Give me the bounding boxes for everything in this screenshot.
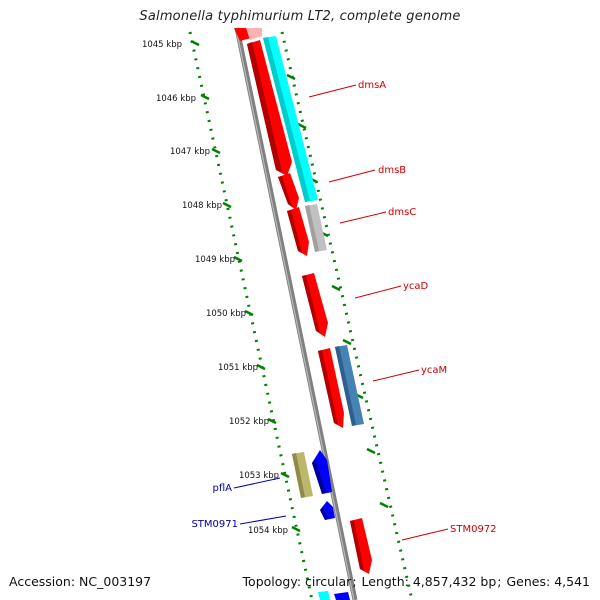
gene-labels: dmsA dmsB dmsC ycaD ycaM pflA STM0971 ST… — [191, 80, 496, 535]
length-value: 4,857,432 bp — [412, 574, 497, 589]
cds-ycaM-shade — [318, 350, 338, 425]
cds-pflA-shade — [312, 459, 326, 494]
kbp-tick — [256, 363, 266, 371]
leader-STM0971 — [239, 515, 287, 525]
accession-label: Accession: — [9, 574, 76, 589]
kbp-label: 1050 kbp — [206, 309, 246, 319]
cog-block-gray-edge — [305, 205, 319, 252]
kbp-label: 1052 kbp — [229, 417, 269, 427]
kbp-label: 1053 kbp — [239, 471, 279, 481]
outer-dotted-track — [280, 31, 414, 600]
cds-pflA — [312, 450, 332, 494]
gene-label-STM0972[interactable]: STM0972 — [450, 524, 497, 535]
kbp-tick — [190, 39, 200, 47]
kbp-label: 1048 kbp — [182, 201, 222, 211]
outer-tick — [366, 447, 376, 455]
leader-pflA — [233, 477, 281, 489]
kbp-tick — [280, 471, 290, 479]
kbp-tick-marks — [190, 39, 301, 533]
kbp-tick — [244, 309, 254, 317]
kbp-label: 1051 kbp — [218, 363, 258, 373]
cds-dmsA-shade — [247, 42, 282, 172]
genes-value: 4,541 — [554, 574, 590, 589]
cog-block-khaki-edge — [292, 453, 305, 498]
kbp-label: 1049 kbp — [195, 255, 235, 265]
cds-STM0972-shade — [350, 520, 364, 571]
outer-tick — [297, 122, 307, 130]
leader-dmsA — [308, 84, 357, 98]
outer-tick — [286, 73, 296, 81]
topology-value: circular — [305, 574, 352, 589]
leader-STM0972 — [401, 528, 449, 541]
kbp-labels: 1045 kbp 1046 kbp 1047 kbp 1048 kbp 1049… — [142, 40, 288, 536]
kbp-label: 1045 kbp — [142, 40, 182, 50]
leader-dmsC — [339, 211, 387, 224]
kbp-label: 1054 kbp — [248, 526, 288, 536]
gene-label-leaders — [233, 84, 449, 541]
map-title: Salmonella typhimurium LT2, complete gen… — [139, 9, 461, 24]
cds-dmsB-shade — [278, 176, 292, 207]
gene-label-pflA[interactable]: pflA — [213, 483, 233, 494]
gene-label-STM0971[interactable]: STM0971 — [191, 519, 238, 530]
leader-dmsB — [328, 169, 376, 183]
kbp-label: 1047 kbp — [170, 147, 210, 157]
cds-top-partial-pink — [246, 28, 262, 40]
cds-STM0971-shade — [320, 507, 328, 520]
gene-label-ycaD[interactable]: ycaD — [403, 281, 429, 292]
gene-label-dmsB[interactable]: dmsB — [378, 165, 406, 176]
cds-dmsC-shade — [287, 210, 302, 253]
gene-label-dmsA[interactable]: dmsA — [358, 80, 386, 91]
cog-block-cyan-edge — [263, 37, 310, 202]
topology-label: Topology: — [242, 574, 302, 589]
cog-track — [263, 36, 364, 600]
genome-backbone-highlight — [235, 27, 355, 600]
genome-stats: Topology: circular; Length: 4,857,432 bp… — [242, 574, 590, 589]
leader-ycaD — [354, 285, 402, 299]
cds-bottom-partial-blue — [334, 592, 350, 600]
cog-block-cyan-bottom — [318, 591, 330, 600]
kbp-tick — [211, 147, 221, 155]
kbp-tick — [291, 525, 301, 533]
cog-block-steelblue-edge — [335, 346, 356, 426]
genes-label: Genes: — [506, 574, 551, 589]
kbp-tick — [222, 201, 232, 209]
outer-tick — [331, 284, 341, 292]
cds-ycaD-shade — [302, 275, 320, 333]
outer-tick — [342, 338, 352, 346]
cds-top-partial — [234, 28, 251, 41]
outer-tick — [379, 501, 389, 509]
kbp-tick — [267, 417, 277, 425]
genome-backbone — [234, 27, 358, 600]
kbp-label: 1046 kbp — [156, 94, 196, 104]
leader-ycaM — [372, 369, 420, 382]
gene-label-dmsC[interactable]: dmsC — [388, 207, 416, 218]
cds-features — [234, 28, 372, 600]
length-label: Length: — [361, 574, 409, 589]
gene-label-ycaM[interactable]: ycaM — [421, 365, 447, 376]
accession-value: NC_003197 — [79, 574, 152, 589]
kbp-tick — [200, 93, 210, 101]
accession-info: Accession: NC_003197 — [9, 574, 151, 589]
kbp-tick — [233, 255, 243, 263]
